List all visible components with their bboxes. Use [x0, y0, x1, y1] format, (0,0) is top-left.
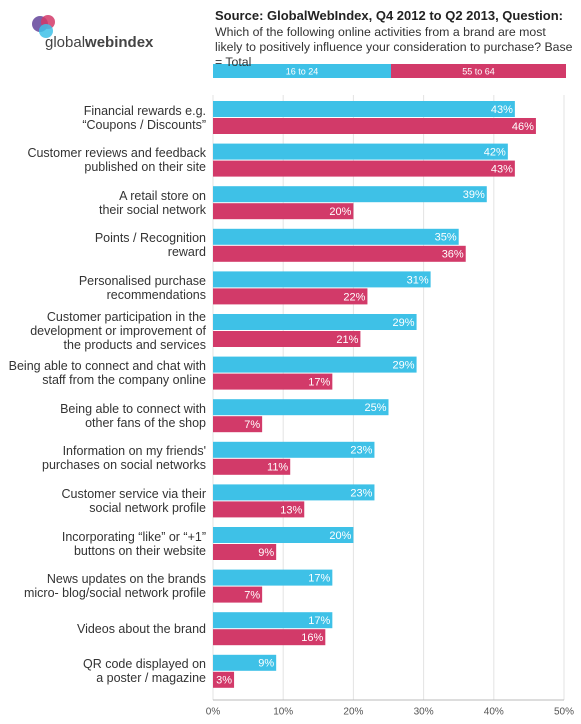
bar	[213, 356, 417, 373]
category-label: Customer service via their social networ…	[61, 486, 207, 515]
x-tick-label: 40%	[484, 707, 504, 718]
bar	[213, 629, 326, 646]
logo: globalwebindex	[45, 34, 153, 51]
category-label: Points / Recognition reward	[94, 231, 206, 260]
x-tick-label: 30%	[414, 707, 434, 718]
value-label: 35%	[435, 232, 457, 244]
value-label: 9%	[258, 658, 274, 670]
bar	[213, 671, 235, 688]
logo-mark	[32, 15, 55, 38]
chart-title: Source: GlobalWebIndex, Q4 2012 to Q2 20…	[215, 8, 563, 23]
value-label: 17%	[308, 615, 330, 627]
legend-label: 16 to 24	[286, 66, 319, 76]
value-label: 25%	[364, 402, 386, 414]
bar	[213, 654, 277, 671]
legend-swatch	[391, 64, 566, 78]
value-label: 20%	[329, 530, 351, 542]
bar	[213, 544, 277, 560]
x-tick-label: 0%	[206, 707, 221, 718]
bar	[213, 527, 354, 543]
category-label: QR code displayed on a poster / magazine	[83, 657, 206, 686]
logo-bold: webindex	[85, 34, 154, 51]
category-label: Being able to connect with other fans of…	[60, 401, 206, 430]
bar	[213, 458, 291, 475]
bar	[213, 314, 417, 330]
value-label: 20%	[329, 206, 351, 218]
value-label: 11%	[267, 462, 288, 474]
bar	[213, 501, 305, 518]
category-label: News updates on the brands micro- blog/s…	[23, 572, 206, 601]
legend-label: 55 to 64	[462, 66, 495, 76]
bar	[213, 186, 487, 203]
value-label: 42%	[484, 147, 506, 159]
bar	[213, 101, 515, 117]
value-label: 29%	[393, 360, 415, 372]
bar	[213, 203, 354, 220]
x-tick-label: 50%	[554, 707, 574, 718]
bar	[213, 569, 333, 586]
value-label: 29%	[393, 317, 415, 329]
bar	[213, 586, 263, 603]
value-label: 43%	[491, 104, 513, 116]
category-label: Being able to connect and chat with staf…	[8, 359, 206, 388]
value-label: 31%	[407, 274, 429, 286]
bar	[213, 612, 333, 629]
bar	[213, 373, 333, 390]
bar	[213, 160, 515, 177]
bar	[213, 416, 263, 433]
value-label: 13%	[280, 504, 302, 516]
value-label: 22%	[343, 291, 365, 303]
x-tick-label: 10%	[273, 707, 293, 718]
value-label: 36%	[442, 249, 464, 261]
value-label: 23%	[350, 487, 372, 499]
bar	[213, 271, 431, 288]
category-label: Customer reviews and feedback published …	[27, 146, 206, 175]
bar	[213, 441, 375, 458]
bar	[213, 399, 389, 416]
value-label: 43%	[491, 164, 513, 176]
legend-swatch	[213, 64, 391, 78]
bar	[213, 245, 466, 262]
category-label: Incorporating “like” or “+1” buttons on …	[61, 529, 206, 558]
value-label: 7%	[244, 590, 260, 602]
value-label: 39%	[463, 189, 485, 201]
bar	[213, 143, 508, 160]
value-label: 21%	[336, 334, 358, 346]
category-label: Videos about the brand	[76, 621, 206, 636]
value-label: 46%	[512, 121, 534, 133]
x-tick-label: 20%	[343, 707, 363, 718]
category-label: Information on my friends' purchases on …	[42, 444, 206, 473]
bar	[213, 288, 368, 305]
value-label: 3%	[216, 675, 232, 687]
chart-subtitle: Which of the following online activities…	[215, 25, 573, 69]
logo-light: global	[45, 34, 86, 51]
category-label: Customer participation in the developmen…	[30, 309, 206, 352]
category-label: A retail store on their social network	[99, 188, 206, 217]
bar	[213, 228, 459, 245]
bar	[213, 118, 536, 134]
value-label: 9%	[258, 547, 274, 559]
category-label: Financial rewards e.g. “Coupons / Discou…	[82, 103, 206, 132]
value-label: 17%	[308, 573, 330, 585]
bar	[213, 331, 361, 347]
value-label: 23%	[350, 445, 372, 457]
category-label: Personalised purchase recommendations	[78, 273, 206, 302]
value-label: 16%	[301, 632, 323, 644]
value-label: 17%	[308, 377, 330, 389]
bar	[213, 484, 375, 501]
value-label: 7%	[244, 419, 260, 431]
